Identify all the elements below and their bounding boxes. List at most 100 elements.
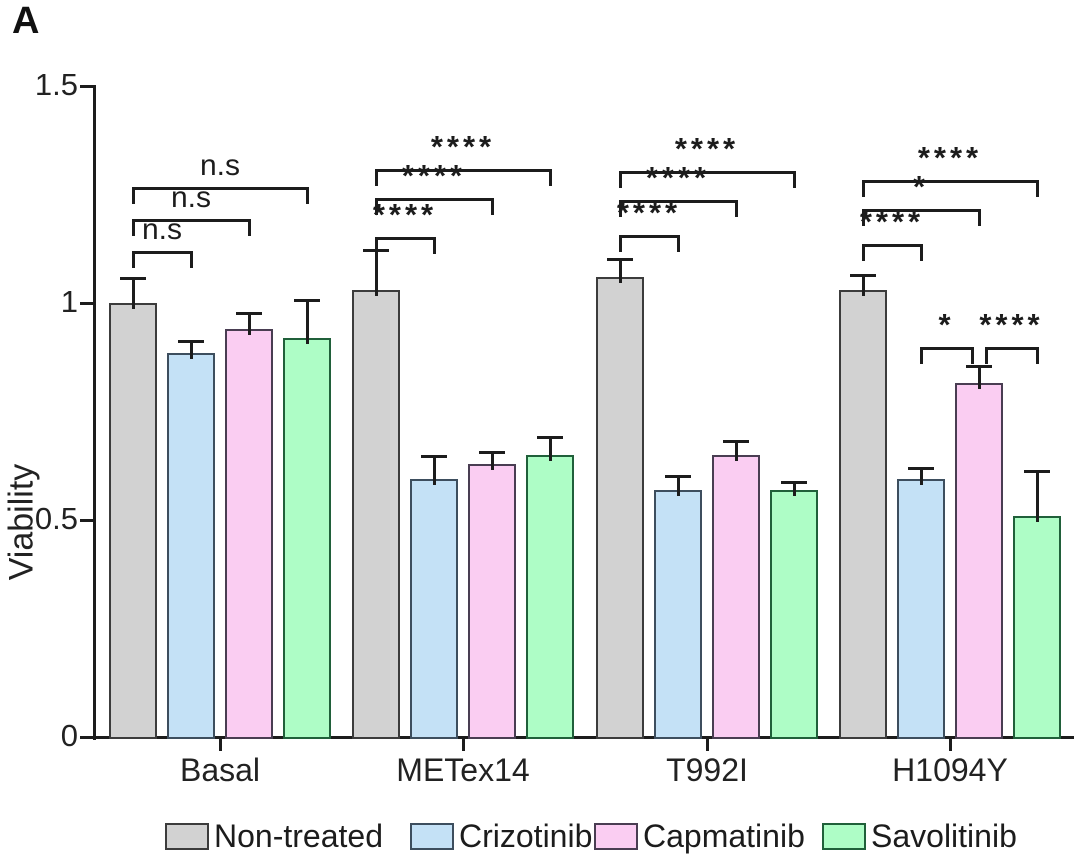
error-bar-line	[491, 452, 494, 470]
bar-crizotinib-t992i	[654, 489, 702, 739]
y-tick-mark	[80, 302, 94, 305]
y-tick-mark	[80, 736, 94, 739]
legend-swatch-crizotinib	[410, 823, 454, 850]
y-tick-label: 0	[60, 718, 78, 753]
significance-label: *	[938, 307, 955, 342]
y-tick-mark	[80, 519, 94, 522]
legend-swatch-capmatinib	[594, 823, 638, 850]
error-bar-cap	[1024, 470, 1050, 474]
error-bar-line	[248, 313, 251, 336]
bar-savolitinib-h1094y	[1013, 515, 1061, 739]
error-bar-cap	[236, 311, 262, 315]
bar-capmatinib-t992i	[712, 454, 760, 739]
legend-item-savolitinib: Savolitinib	[822, 818, 1017, 855]
y-tick-label: 1	[60, 284, 78, 319]
error-bar-cap	[665, 475, 691, 479]
significance-bracket	[375, 198, 494, 215]
bar-crizotinib-basal	[167, 352, 215, 739]
error-bar-cap	[607, 257, 633, 261]
significance-label: ****	[645, 160, 711, 195]
bar-crizotinib-h1094y	[897, 478, 945, 739]
error-bar-line	[190, 342, 193, 359]
error-bar-line	[677, 477, 680, 496]
error-bar-cap	[421, 455, 447, 459]
error-bar-cap	[294, 298, 320, 302]
legend-swatch-savolitinib	[822, 823, 866, 850]
error-bar-line	[735, 441, 738, 461]
x-axis-line	[93, 736, 1074, 739]
significance-bracket	[862, 180, 1039, 197]
significance-label: n.s	[199, 149, 241, 182]
significance-bracket	[920, 347, 974, 364]
significance-label: n.s	[141, 213, 183, 246]
legend-label: Savolitinib	[871, 818, 1017, 854]
legend-label: Crizotinib	[459, 818, 593, 854]
significance-label: ****	[401, 158, 467, 193]
legend-item-capmatinib: Capmatinib	[594, 818, 805, 855]
significance-bracket	[985, 347, 1039, 364]
significance-bracket	[132, 187, 309, 204]
error-bar-line	[1036, 472, 1039, 522]
legend-swatch-non-treated	[165, 823, 209, 850]
significance-bracket	[862, 244, 923, 261]
bar-savolitinib-basal	[283, 337, 331, 739]
significance-label: ****	[430, 129, 496, 164]
x-category-label: H1094Y	[892, 752, 1008, 788]
error-bar-line	[132, 279, 135, 309]
error-bar-cap	[479, 450, 505, 454]
bar-capmatinib-metex14	[468, 463, 516, 739]
significance-label: n.s	[170, 181, 212, 214]
significance-bracket	[375, 237, 436, 254]
significance-label: ****	[674, 131, 740, 166]
error-bar-line	[793, 483, 796, 496]
significance-bracket	[862, 209, 981, 226]
significance-bracket	[132, 251, 193, 268]
significance-bracket	[619, 235, 680, 252]
error-bar-cap	[781, 481, 807, 485]
error-bar-line	[375, 250, 378, 296]
significance-bracket	[619, 200, 738, 217]
error-bar-cap	[723, 439, 749, 443]
bar-crizotinib-metex14	[410, 478, 458, 739]
error-bar-cap	[537, 435, 563, 439]
x-tick-mark	[706, 738, 709, 751]
bar-non-treated-basal	[109, 303, 157, 739]
error-bar-line	[862, 275, 865, 296]
legend-label: Capmatinib	[643, 818, 805, 854]
error-bar-line	[978, 366, 981, 390]
significance-label: ****	[917, 140, 983, 175]
bar-non-treated-h1094y	[839, 289, 887, 739]
x-category-label: METex14	[396, 752, 530, 788]
significance-label: ****	[979, 307, 1044, 342]
significance-label: *	[912, 169, 930, 204]
x-category-label: T992I	[666, 752, 748, 788]
significance-bracket	[132, 219, 251, 236]
error-bar-line	[619, 259, 622, 283]
bar-non-treated-metex14	[352, 289, 400, 739]
panel-label: A	[12, 0, 40, 42]
error-bar-cap	[966, 364, 992, 368]
legend-item-crizotinib: Crizotinib	[410, 818, 592, 855]
significance-bracket	[619, 171, 796, 188]
significance-label: ****	[372, 197, 438, 232]
error-bar-cap	[850, 273, 876, 277]
error-bar-line	[306, 300, 309, 344]
bar-non-treated-t992i	[596, 276, 644, 739]
bar-capmatinib-basal	[225, 329, 273, 739]
error-bar-line	[920, 468, 923, 485]
legend-label: Non-treated	[214, 818, 383, 854]
error-bar-line	[549, 437, 552, 461]
x-category-label: Basal	[179, 752, 261, 788]
error-bar-cap	[178, 340, 204, 344]
bar-savolitinib-t992i	[770, 489, 818, 739]
bar-capmatinib-h1094y	[955, 383, 1003, 739]
error-bar-cap	[120, 277, 146, 281]
y-tick-label: 1.5	[34, 67, 78, 102]
legend-item-non-treated: Non-treated	[165, 818, 383, 855]
error-bar-cap	[908, 466, 934, 470]
significance-bracket	[375, 169, 552, 186]
x-tick-mark	[219, 738, 222, 751]
x-tick-mark	[949, 738, 952, 751]
y-tick-mark	[80, 85, 94, 88]
